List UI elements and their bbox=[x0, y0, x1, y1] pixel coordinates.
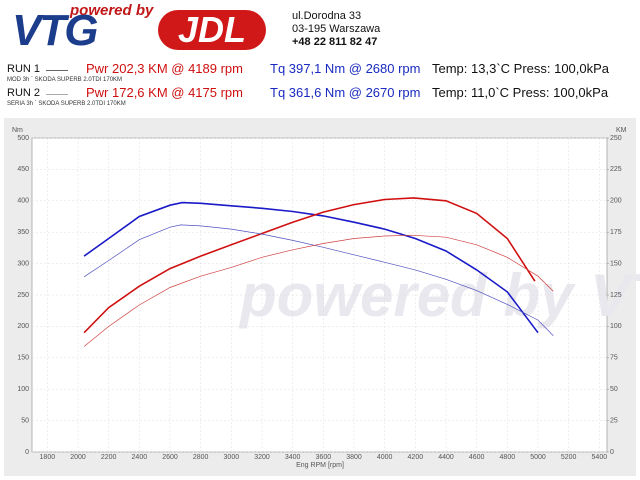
y2-tick-label: 175 bbox=[610, 229, 622, 236]
x-tick-label: 4600 bbox=[469, 454, 485, 461]
series-line bbox=[83, 201, 539, 334]
address-city: 03-195 Warszawa bbox=[292, 23, 381, 35]
y-tick-label: 400 bbox=[17, 198, 29, 205]
x-tick-label: 3800 bbox=[346, 454, 362, 461]
y-tick-label: 50 bbox=[21, 417, 29, 424]
y2-tick-label: 150 bbox=[610, 260, 622, 267]
x-tick-label: 4000 bbox=[377, 454, 393, 461]
watermark: powered by VTG bbox=[238, 262, 640, 329]
run-subtitle: SERIA 3h ` SKODA SUPERB 2.0TDI 170KM bbox=[7, 101, 126, 107]
x-tick-label: 4200 bbox=[408, 454, 424, 461]
run-line bbox=[46, 94, 68, 95]
logo-jdl: JDL bbox=[158, 10, 266, 50]
y2-tick-label: 75 bbox=[610, 355, 618, 362]
run-power: Pwr 202,3 KM @ 4189 rpm bbox=[86, 61, 243, 76]
x-tick-label: 4400 bbox=[438, 454, 454, 461]
run-line bbox=[46, 70, 68, 71]
y-tick-label: 150 bbox=[17, 355, 29, 362]
y-tick-label: 350 bbox=[17, 229, 29, 236]
y2-tick-label: 200 bbox=[610, 198, 622, 205]
x-tick-label: 2200 bbox=[101, 454, 117, 461]
y2-tick-label: 250 bbox=[610, 135, 622, 142]
x-tick-label: 1800 bbox=[40, 454, 56, 461]
x-tick-label: 2400 bbox=[132, 454, 148, 461]
x-tick-label: 2800 bbox=[193, 454, 209, 461]
run-subtitle: MOD 3h ` SKODA SUPERB 2.0TDI 170KM bbox=[7, 77, 123, 83]
x-tick-label: 5000 bbox=[530, 454, 546, 461]
y2-tick-label: 25 bbox=[610, 417, 618, 424]
y-tick-label: 100 bbox=[17, 386, 29, 393]
series-line bbox=[83, 224, 554, 337]
x-tick-label: 3600 bbox=[316, 454, 332, 461]
run-label: RUN 2 bbox=[7, 87, 41, 99]
y-tick-label: 200 bbox=[17, 323, 29, 330]
series-line bbox=[83, 197, 536, 334]
run-torque: Tq 361,6 Nm @ 2670 rpm bbox=[270, 85, 421, 100]
x-tick-label: 5400 bbox=[592, 454, 608, 461]
x-tick-label: 3400 bbox=[285, 454, 301, 461]
x-tick-label: 3200 bbox=[254, 454, 270, 461]
x-axis-label: Eng RPM [rpm] bbox=[296, 462, 344, 469]
run-conditions: Temp: 11,0`C Press: 100,0kPa bbox=[432, 85, 609, 100]
y2-tick-label: 100 bbox=[610, 323, 622, 330]
y2-tick-label: 125 bbox=[610, 292, 622, 299]
run-torque: Tq 397,1 Nm @ 2680 rpm bbox=[270, 61, 421, 76]
logo-vtg: VTG bbox=[12, 6, 98, 55]
x-tick-label: 4800 bbox=[500, 454, 516, 461]
y2-tick-label: 0 bbox=[610, 449, 614, 456]
run-label: RUN 1 bbox=[7, 63, 41, 75]
y-tick-label: 250 bbox=[17, 292, 29, 299]
address-street: ul.Dorodna 33 bbox=[292, 10, 362, 22]
y2-axis-label: KM bbox=[616, 127, 627, 134]
series-line bbox=[83, 234, 554, 347]
y-axis-label: Nm bbox=[12, 127, 23, 134]
x-tick-label: 5200 bbox=[561, 454, 577, 461]
y-tick-label: 500 bbox=[17, 135, 29, 142]
y2-tick-label: 50 bbox=[610, 386, 618, 393]
x-tick-label: 2000 bbox=[70, 454, 86, 461]
address-phone: +48 22 811 82 47 bbox=[292, 36, 378, 48]
run-power: Pwr 172,6 KM @ 4175 rpm bbox=[86, 85, 243, 100]
x-tick-label: 3000 bbox=[224, 454, 240, 461]
y-tick-label: 0 bbox=[25, 449, 29, 456]
logo-powered-by: powered by bbox=[70, 2, 154, 19]
y-tick-label: 450 bbox=[17, 166, 29, 173]
run-conditions: Temp: 13,3`C Press: 100,0kPa bbox=[432, 61, 610, 76]
x-tick-label: 2600 bbox=[162, 454, 178, 461]
y-tick-label: 300 bbox=[17, 260, 29, 267]
y2-tick-label: 225 bbox=[610, 166, 622, 173]
